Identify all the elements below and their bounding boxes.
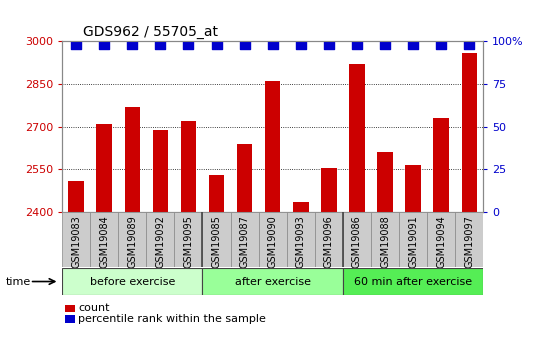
Bar	[427, 212, 455, 267]
Point	[212, 41, 221, 47]
Point	[100, 41, 109, 47]
Point	[156, 41, 165, 47]
Bar	[62, 212, 90, 267]
Point	[240, 41, 249, 47]
Point	[325, 41, 333, 47]
Text: GSM19096: GSM19096	[324, 215, 334, 268]
Text: GSM19083: GSM19083	[71, 215, 81, 268]
Bar	[287, 212, 315, 267]
Point	[381, 41, 389, 47]
Text: after exercise: after exercise	[235, 277, 310, 286]
Text: GSM19087: GSM19087	[240, 215, 249, 268]
Bar	[399, 212, 427, 267]
Text: GSM19093: GSM19093	[296, 215, 306, 268]
Bar	[69, 181, 84, 212]
Bar	[315, 212, 343, 267]
Text: GSM19092: GSM19092	[156, 215, 165, 268]
Text: GSM19094: GSM19094	[436, 215, 446, 268]
Text: GSM19084: GSM19084	[99, 215, 109, 268]
Bar	[349, 64, 364, 212]
Bar	[97, 124, 112, 212]
Bar	[202, 268, 343, 295]
Point	[465, 41, 474, 47]
Text: GSM19091: GSM19091	[408, 215, 418, 268]
Bar	[237, 144, 252, 212]
Bar	[174, 212, 202, 267]
Text: 60 min after exercise: 60 min after exercise	[354, 277, 472, 286]
Point	[409, 41, 417, 47]
Bar	[265, 81, 280, 212]
Text: before exercise: before exercise	[90, 277, 175, 286]
Text: time: time	[5, 277, 31, 286]
Bar	[343, 268, 483, 295]
Text: GDS962 / 55705_at: GDS962 / 55705_at	[83, 25, 218, 39]
Bar	[377, 152, 393, 212]
Text: GSM19095: GSM19095	[184, 215, 193, 268]
Bar	[202, 212, 231, 267]
Bar	[125, 107, 140, 212]
Bar	[406, 165, 421, 212]
Bar	[434, 118, 449, 212]
Text: GSM19086: GSM19086	[352, 215, 362, 268]
Bar	[153, 130, 168, 212]
Point	[353, 41, 361, 47]
Bar	[181, 121, 196, 212]
Text: GSM19097: GSM19097	[464, 215, 474, 268]
Point	[296, 41, 305, 47]
Bar	[455, 212, 483, 267]
Bar	[293, 202, 308, 212]
Bar	[231, 212, 259, 267]
Text: GSM19088: GSM19088	[380, 215, 390, 268]
Bar	[462, 53, 477, 212]
Bar	[62, 268, 202, 295]
Text: count: count	[78, 304, 110, 313]
Point	[72, 41, 80, 47]
Bar	[146, 212, 174, 267]
Point	[268, 41, 277, 47]
Text: GSM19085: GSM19085	[212, 215, 221, 268]
Bar	[90, 212, 118, 267]
Text: percentile rank within the sample: percentile rank within the sample	[78, 314, 266, 324]
Bar	[118, 212, 146, 267]
Bar	[321, 168, 336, 212]
Text: GSM19090: GSM19090	[268, 215, 278, 268]
Point	[437, 41, 445, 47]
Bar	[371, 212, 399, 267]
Point	[184, 41, 193, 47]
Point	[128, 41, 137, 47]
Bar	[343, 212, 371, 267]
Bar	[209, 175, 224, 212]
Bar	[259, 212, 287, 267]
Text: GSM19089: GSM19089	[127, 215, 137, 268]
